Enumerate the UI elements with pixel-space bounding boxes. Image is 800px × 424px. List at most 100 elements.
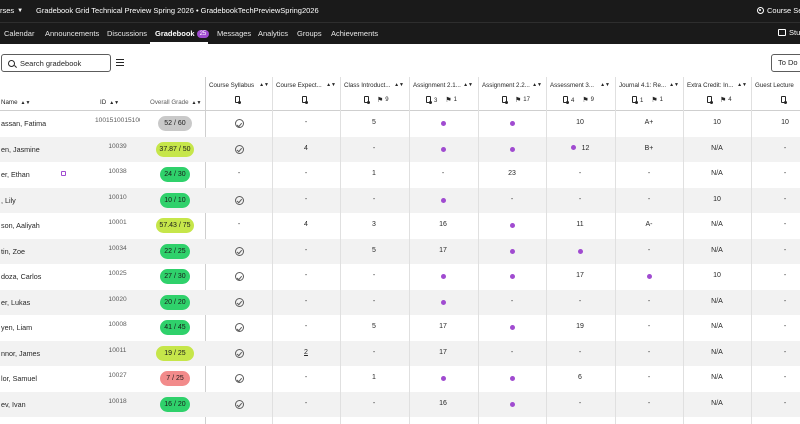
tab-gradebook[interactable]: Gradebook 25 (155, 29, 210, 38)
grade-cell[interactable]: B+ (615, 145, 683, 152)
grade-cell[interactable] (205, 374, 273, 385)
student-name[interactable]: , Lily (1, 195, 16, 205)
column-header-item[interactable]: Journal 4.1: Re... ▲▼ (619, 82, 679, 89)
grade-cell[interactable]: 16 (409, 221, 477, 228)
grade-cell[interactable] (205, 144, 273, 156)
grade-cell[interactable]: - (751, 374, 800, 381)
search-gradebook[interactable] (1, 54, 111, 72)
student-name[interactable]: er, Ethan (1, 170, 30, 179)
tab-discussions[interactable]: Discussions (107, 29, 148, 38)
grade-cell[interactable]: 2 (272, 349, 340, 356)
tab-analytics[interactable]: Analytics (258, 29, 289, 38)
sort-icon[interactable]: ▲▼ (532, 82, 542, 88)
student-name[interactable]: doza, Carlos (1, 272, 42, 281)
column-header-overall-grade[interactable]: Overall Grade ▲▼ (150, 99, 201, 106)
grade-cell[interactable]: 16 (409, 400, 477, 407)
column-header-item[interactable]: Assessment 3... ▲▼ (550, 82, 610, 89)
grade-cell[interactable] (478, 401, 546, 409)
grade-cell[interactable] (478, 121, 546, 128)
overall-grade-pill[interactable]: 27 / 30 (160, 269, 190, 284)
sort-icon[interactable]: ▲▼ (669, 82, 679, 88)
grade-cell[interactable]: 10 (546, 119, 614, 126)
student-name[interactable]: tin, Zoe (1, 246, 25, 256)
grade-cell[interactable] (205, 348, 273, 360)
grade-cell[interactable]: N/A (683, 145, 751, 152)
student-name[interactable]: assan, Fatima (1, 119, 47, 128)
sort-icon[interactable]: ▲▼ (394, 82, 404, 88)
grade-cell[interactable]: - (272, 323, 340, 330)
courses-menu[interactable]: rses ▼ (0, 6, 23, 15)
student-view-button[interactable]: Stu (778, 28, 800, 37)
grade-cell[interactable]: - (751, 196, 800, 203)
grade-cell[interactable] (409, 146, 477, 154)
message-icon[interactable] (61, 171, 66, 176)
column-header-item[interactable]: Assignment 2.2... ▲▼ (482, 82, 542, 89)
grade-cell[interactable] (205, 297, 273, 309)
grade-cell[interactable]: - (272, 196, 340, 203)
column-header-item[interactable]: Course Expect... ▲▼ (276, 82, 336, 89)
column-header-item[interactable]: Extra Credit: In... ▲▼ (687, 82, 747, 89)
grade-cell[interactable]: 4 (272, 145, 340, 152)
grade-cell[interactable]: - (272, 400, 340, 407)
grade-cell[interactable] (205, 195, 273, 207)
sort-icon[interactable]: ▲▼ (737, 82, 747, 88)
grade-cell[interactable]: A- (615, 221, 683, 228)
grade-cell[interactable]: - (615, 247, 683, 254)
grade-cell[interactable]: 4 (272, 221, 340, 228)
grade-cell[interactable]: 19 (546, 323, 614, 330)
overall-grade-pill[interactable]: 20 / 20 (160, 294, 190, 310)
grade-cell[interactable]: 17 (409, 323, 477, 330)
search-input[interactable] (20, 58, 100, 68)
overall-grade-pill[interactable]: 10 / 10 (160, 192, 190, 208)
grade-cell[interactable]: 12 (546, 144, 614, 152)
grade-cell[interactable]: - (615, 374, 683, 381)
overall-grade-pill[interactable]: 52 / 60 (158, 116, 192, 131)
grade-cell[interactable]: 1 (340, 374, 408, 381)
grade-cell[interactable]: - (340, 145, 408, 152)
grade-cell[interactable]: - (546, 400, 614, 407)
column-header-item[interactable]: Course Syllabus ▲▼ (209, 82, 269, 89)
sort-icon[interactable]: ▲▼ (600, 82, 610, 88)
grade-cell[interactable]: - (546, 196, 614, 203)
overall-grade-pill[interactable]: 16 / 20 (160, 396, 190, 412)
sort-icon[interactable]: ▲▼ (326, 82, 336, 88)
grade-cell[interactable]: - (546, 349, 614, 356)
grade-cell[interactable]: - (751, 298, 800, 305)
tab-announcements[interactable]: Announcements (45, 29, 100, 38)
student-name[interactable]: en, Jasmine (1, 144, 40, 154)
grade-cell[interactable]: 23 (478, 170, 546, 177)
grade-cell[interactable]: - (205, 221, 273, 228)
grade-cell[interactable] (409, 121, 477, 128)
grade-cell[interactable]: N/A (683, 221, 751, 228)
grade-cell[interactable] (205, 119, 273, 130)
column-header-item[interactable]: Guest Lecture▲▼ (755, 82, 800, 89)
grade-cell[interactable]: - (272, 298, 340, 305)
column-header-id[interactable]: ID ▲▼ (100, 99, 119, 106)
grade-cell[interactable] (409, 274, 477, 281)
grade-cell[interactable]: - (615, 170, 683, 177)
grade-cell[interactable]: 10 (683, 119, 751, 126)
grade-cell[interactable] (205, 272, 273, 283)
grade-cell[interactable]: - (751, 247, 800, 254)
grade-cell[interactable]: N/A (683, 400, 751, 407)
grade-cell[interactable]: - (478, 349, 546, 356)
grade-cell[interactable] (546, 248, 614, 256)
column-header-item[interactable]: Class Introduct... ▲▼ (344, 82, 404, 89)
grade-cell[interactable]: 11 (546, 221, 614, 228)
grade-cell[interactable] (205, 246, 273, 258)
grade-cell[interactable]: - (751, 272, 800, 279)
grade-cell[interactable]: 1 (340, 170, 408, 177)
grade-cell[interactable]: - (340, 349, 408, 356)
grade-cell[interactable] (478, 248, 546, 256)
overall-grade-pill[interactable]: 41 / 45 (160, 320, 190, 335)
grade-cell[interactable]: - (478, 298, 546, 305)
grade-cell[interactable] (478, 223, 546, 230)
student-name[interactable]: er, Lukas (1, 297, 31, 307)
grade-cell[interactable]: N/A (683, 298, 751, 305)
grade-cell[interactable]: N/A (683, 170, 751, 177)
filter-icon[interactable] (116, 58, 124, 67)
student-name[interactable]: yen, Liam (1, 323, 33, 332)
grade-cell[interactable]: 5 (340, 323, 408, 330)
grade-cell[interactable]: - (751, 145, 800, 152)
grade-cell[interactable] (478, 274, 546, 281)
